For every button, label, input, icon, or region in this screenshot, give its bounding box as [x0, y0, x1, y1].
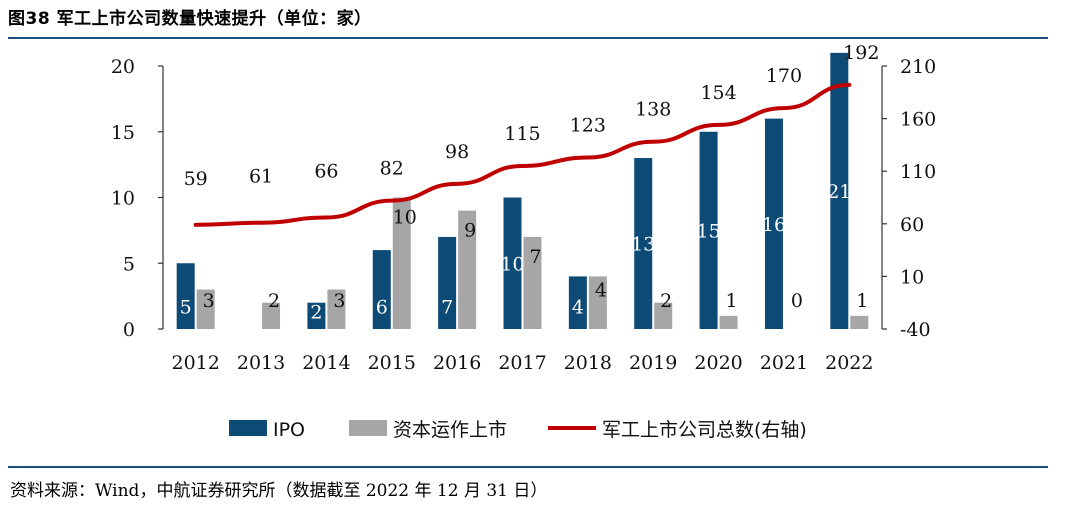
capital-op-data-label: 3: [203, 290, 215, 312]
legend-label-total: 军工上市公司总数(右轴): [602, 419, 807, 441]
x-tick-label: 2012: [172, 352, 220, 374]
x-tick-label: 2020: [694, 352, 742, 374]
capital-op-bar: [850, 315, 869, 329]
bottom-rule: [8, 466, 1048, 468]
capital-op-data-label: 10: [393, 207, 417, 229]
x-tick-label: 2013: [237, 352, 285, 374]
left-tick-label: 15: [111, 122, 135, 144]
capital-op-bar: [523, 236, 542, 329]
x-tick-label: 2016: [433, 352, 481, 374]
capital-op-data-label: 2: [660, 290, 672, 312]
total-data-label: 192: [843, 42, 879, 64]
ipo-data-label: 16: [762, 214, 786, 236]
right-tick-label: 110: [900, 161, 936, 183]
source-note: 资料来源：Wind，中航证券研究所（数据截至 2022 年 12 月 31 日）: [10, 481, 548, 501]
capital-op-data-label: 9: [464, 220, 476, 242]
ipo-bar: [568, 276, 587, 329]
total-data-label: 170: [766, 65, 802, 87]
ipo-data-label: 6: [376, 296, 388, 318]
legend-label-ipo: IPO: [273, 419, 305, 441]
capital-op-bar: [327, 289, 346, 329]
legend-swatch-ipo: [229, 420, 267, 436]
capital-op-bar: [588, 276, 607, 329]
ipo-data-label: 21: [827, 181, 851, 203]
ipo-bar: [503, 197, 522, 329]
total-data-label: 123: [570, 115, 606, 137]
capital-op-bar: [196, 289, 215, 329]
x-tick-label: 2017: [498, 352, 546, 374]
total-series-line: [193, 82, 852, 227]
ipo-bar: [830, 52, 849, 329]
ipo-bar: [634, 158, 653, 329]
ipo-bar: [699, 131, 718, 329]
total-data-label: 61: [249, 166, 273, 188]
capital-op-data-label: 0: [791, 290, 803, 312]
capital-op-data-label: 3: [333, 290, 345, 312]
left-tick-label: 20: [111, 56, 135, 78]
ipo-bar: [372, 250, 391, 329]
ipo-data-label: 7: [441, 296, 453, 318]
right-tick-label: 60: [900, 214, 924, 236]
x-tick-label: 2019: [629, 352, 677, 374]
right-tick-label: 160: [900, 109, 936, 131]
x-tick-label: 2018: [564, 352, 612, 374]
total-data-label: 59: [184, 168, 208, 190]
ipo-data-label: 4: [572, 296, 584, 318]
capital-op-bar: [654, 302, 673, 329]
capital-op-bar: [458, 210, 477, 329]
capital-op-bar: [262, 302, 281, 329]
capital-op-data-label: 1: [856, 290, 868, 312]
left-tick-label: 10: [111, 188, 135, 210]
ipo-data-label: 13: [631, 234, 655, 256]
capital-op-data-label: 2: [268, 290, 280, 312]
top-rule: [8, 37, 1048, 39]
right-tick-label: 210: [900, 56, 936, 78]
left-tick-label: 5: [123, 253, 135, 275]
ipo-bar: [438, 236, 457, 329]
ipo-data-label: 5: [180, 296, 192, 318]
ipo-data-label: 10: [500, 253, 524, 275]
legend-swatch-capital-op: [349, 420, 387, 436]
x-tick-label: 2015: [368, 352, 416, 374]
right-tick-label: 10: [900, 266, 924, 288]
total-data-label: 66: [314, 160, 338, 182]
right-tick-label: -40: [900, 319, 931, 341]
x-tick-label: 2021: [760, 352, 808, 374]
capital-op-data-label: 4: [595, 279, 607, 301]
figure-title: 图38 军工上市公司数量快速提升（单位：家）: [8, 9, 372, 29]
ipo-data-label: 15: [696, 220, 720, 242]
legend-label-capital-op: 资本运作上市: [393, 419, 507, 441]
total-data-label: 98: [445, 141, 469, 163]
ipo-data-label: 2: [310, 302, 322, 324]
total-data-label: 138: [635, 99, 671, 121]
total-data-label: 115: [504, 123, 540, 145]
total-data-label: 82: [380, 158, 404, 180]
x-tick-label: 2014: [302, 352, 350, 374]
x-tick-label: 2022: [825, 352, 873, 374]
left-tick-label: 0: [123, 319, 135, 341]
capital-op-data-label: 7: [529, 246, 541, 268]
ipo-bar: [176, 263, 195, 329]
capital-op-bar: [392, 197, 411, 329]
capital-op-bar: [719, 315, 738, 329]
capital-op-data-label: 1: [726, 290, 738, 312]
total-data-label: 154: [700, 82, 736, 104]
ipo-bar: [307, 302, 326, 329]
ipo-bar: [764, 118, 783, 329]
